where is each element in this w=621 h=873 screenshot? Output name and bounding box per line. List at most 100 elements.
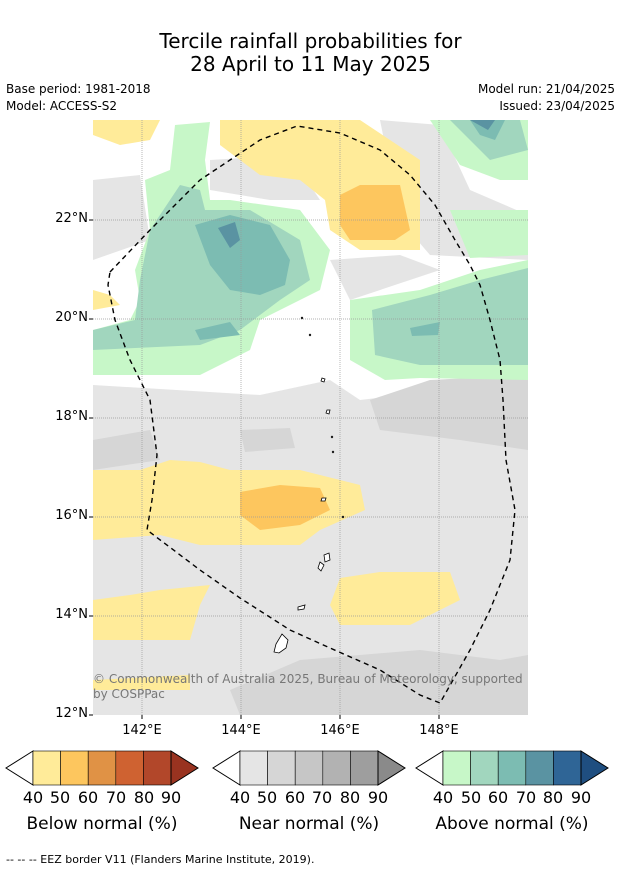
gridlines [93,120,528,715]
colorbar-segment [32,750,61,786]
colorbar-segment [60,750,89,786]
lon-label-144e: 144°E [221,723,261,738]
model-run-label: Model run: 21/04/2025 [477,82,615,96]
below-normal-region [330,572,460,625]
colorbar-min-arrow [415,750,444,786]
lat-label-18n: 18°N [55,409,88,424]
cb-tick: 60 [284,788,306,807]
lon-label-142e: 142°E [122,723,162,738]
small-island [341,515,345,519]
colorbar-segment [239,750,268,786]
cb-tick: 90 [570,788,592,807]
model-label: Model: ACCESS-S2 [6,99,118,113]
cb-tick: 80 [542,788,564,807]
colorbar-segment [553,750,582,786]
lat-label-22n: 22°N [55,211,88,226]
eez-footer-note: -- -- -- EEZ border V11 (Flanders Marine… [6,853,315,866]
agrihan-island [320,377,326,383]
axis-ticks [89,219,440,719]
guam-island [273,633,289,654]
small-island [330,435,334,439]
colorbar-above-normal [415,750,609,786]
saipan-island [323,552,331,563]
eez-border [107,125,516,704]
lat-label-14n: 14°N [55,607,88,622]
cb-tick: 50 [256,788,278,807]
colorbar-segment [294,750,324,786]
islands [273,316,345,654]
cb-tick: 90 [160,788,182,807]
cb-tick: 40 [432,788,454,807]
copyright-notice: © Commonwealth of Australia 2025, Bureau… [93,672,523,701]
colorbar-near-normal [212,750,406,786]
pagan-island [325,409,331,415]
colorbar-segment [322,750,351,786]
above-normal-region [218,222,240,248]
colorbar-segment [143,750,172,786]
near-normal-region [230,650,528,715]
lat-label-12n: 12°N [55,706,88,721]
colorbar-label-below: Below normal (%) [26,814,178,834]
cb-tick: 60 [77,788,99,807]
lat-label-20n: 20°N [55,310,88,325]
colorbar-segment [442,750,471,786]
colorbar-min-arrow [212,750,241,786]
colorbar-max-arrow [170,750,199,786]
below-normal-region [93,585,210,640]
above-normal-region [195,322,240,340]
colorbar-below-normal [5,750,199,786]
probability-field [93,120,528,715]
cb-tick: 90 [367,788,389,807]
small-island [331,450,335,454]
lon-label-146e: 146°E [320,723,360,738]
map-title-line1: Tercile rainfall probabilities for [159,29,462,53]
below-normal-region [240,485,330,530]
anatahan-island [320,497,327,502]
cb-tick: 70 [515,788,537,807]
small-island [308,333,312,337]
near-normal-region [93,175,150,260]
colorbar-segment [497,750,527,786]
above-normal-region [450,210,528,258]
below-normal-region [93,290,120,310]
above-normal-region [470,120,505,140]
cb-tick: 70 [105,788,127,807]
above-normal-region [450,120,528,160]
colorbar-min-arrow [5,750,34,786]
above-normal-region [195,215,290,295]
map-title-line2: 28 April to 11 May 2025 [190,52,431,76]
colorbar-max-arrow [580,750,609,786]
colorbar-label-near: Near normal (%) [238,814,380,834]
cb-tick: 80 [133,788,155,807]
cb-tick: 80 [339,788,361,807]
colorbar-segment [115,750,144,786]
cb-tick: 60 [487,788,509,807]
below-normal-region [340,185,410,240]
small-island [300,316,304,320]
colorbar-segment [470,750,499,786]
rota-island [297,604,306,611]
colorbar-segment [350,750,379,786]
lon-label-148e: 148°E [419,723,459,738]
above-normal-region [410,322,440,336]
cb-tick: 70 [311,788,333,807]
cb-tick: 40 [22,788,44,807]
issued-label: Issued: 23/04/2025 [499,99,615,113]
cb-tick: 50 [49,788,71,807]
tinian-island [317,561,325,572]
cb-tick: 40 [229,788,251,807]
colorbar-segment [87,750,117,786]
cb-tick: 50 [460,788,482,807]
colorbar-segment [267,750,296,786]
near-normal-region [240,428,295,452]
colorbar-max-arrow [377,750,406,786]
colorbar-label-above: Above normal (%) [435,814,589,834]
above-normal-region [372,268,528,365]
near-normal-region [93,430,160,470]
below-normal-region [93,120,160,145]
near-normal-region [370,375,528,450]
lat-label-16n: 16°N [55,508,88,523]
base-period-label: Base period: 1981-2018 [6,82,151,96]
above-normal-region [470,120,495,130]
